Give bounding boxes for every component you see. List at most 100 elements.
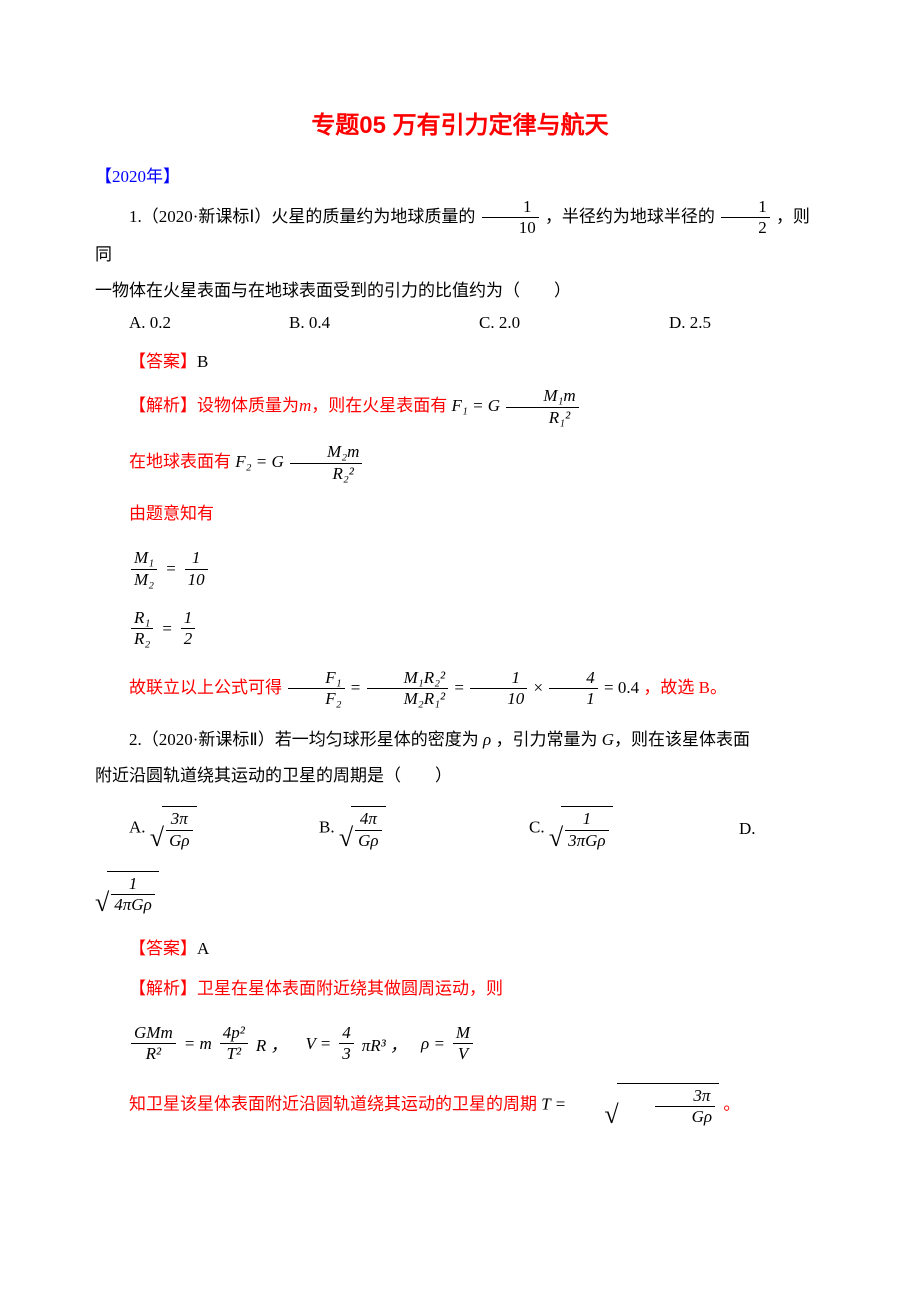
- frac-num: M: [453, 1023, 473, 1044]
- eq-result: = 0.4: [604, 678, 643, 697]
- q2-opt-d-wrap: √ 1 4πGρ: [95, 871, 825, 916]
- q2-stem-line2: 附近沿圆轨道绕其运动的卫星的周期是（ ）: [95, 760, 825, 792]
- q1-stem-a: 1.（2020·新课标Ⅰ）火星的质量约为地球质量的: [129, 207, 475, 226]
- combine-b: ，故选 B。: [643, 678, 727, 697]
- frac-den: 1: [549, 689, 598, 709]
- frac-den: 3: [339, 1044, 354, 1064]
- frac-den: F₂: [288, 689, 344, 709]
- V-frac: 4 3: [339, 1023, 354, 1065]
- explain-label: 【解析】: [129, 396, 197, 415]
- frac-num: 1: [111, 874, 154, 895]
- frac-den: Gρ: [655, 1107, 715, 1127]
- comb-v2: 4 1: [549, 668, 598, 710]
- q1-stem-b: ，半径约为地球半径的: [545, 207, 715, 226]
- frac-num: 1: [470, 668, 527, 689]
- frac-den: M₂: [131, 570, 157, 590]
- q1-answer: 【答案】B: [95, 347, 825, 372]
- q2-opt-d: D.: [739, 819, 756, 839]
- q1-opt-a: A. 0.2: [95, 313, 255, 333]
- q1-combine: 故联立以上公式可得 F₁ F₂ = M₁R₂² M₂R₁² = 1 10 × 4…: [95, 668, 825, 710]
- sqrt: √ 4π Gρ: [339, 806, 386, 851]
- opt-label: B.: [319, 817, 339, 836]
- q1-opt-c: C. 2.0: [445, 313, 635, 333]
- answer-label: 【答案】: [129, 352, 197, 371]
- g-var: G: [602, 730, 614, 749]
- q2-opt-a: A. √ 3π Gρ: [129, 806, 319, 851]
- q1-m-ratio: M₁ M₂ = 1 10: [129, 548, 825, 590]
- frac-den: 4πGρ: [111, 895, 154, 915]
- frac-num: M₁m: [506, 386, 578, 407]
- frac-num: GMm: [131, 1023, 176, 1044]
- q1-expl-text1b: ，则在火星表面有: [311, 396, 447, 415]
- comb-f: F₁ F₂: [288, 668, 344, 710]
- r-ratio-frac: R₁ R₂: [131, 608, 153, 650]
- answer-letter: A: [197, 939, 209, 958]
- sqrt-sign-icon: √: [570, 1102, 618, 1128]
- frac-den: 10: [482, 218, 539, 238]
- T-eq: T =: [541, 1094, 566, 1113]
- frac-num: R₁: [131, 608, 153, 629]
- q2-opt-c: C. √ 1 3πGρ: [529, 806, 739, 851]
- q2-equation: GMm R² = m 4p² T² R ， V = 4 3 πR³ ， ρ = …: [129, 1023, 825, 1065]
- frac-den: 2: [721, 218, 770, 238]
- q2-explain-text: 卫星在星体表面附近绕其做圆周运动，则: [197, 979, 503, 998]
- frac-den: 2: [181, 629, 196, 649]
- frac-num: 4: [339, 1023, 354, 1044]
- q1-expl-text1: 设物体质量为: [197, 396, 299, 415]
- frac-num: 1: [482, 197, 539, 218]
- m-var: m: [299, 396, 311, 415]
- q1-explain-1: 【解析】设物体质量为m，则在火星表面有 F₁ = G M₁m R₁²: [95, 386, 825, 428]
- times: ×: [533, 678, 543, 697]
- q1-stem-line2: 一物体在火星表面与在地球表面受到的引力的比值约为（ ）: [95, 275, 825, 307]
- eq-rhs: 4p² T²: [220, 1023, 248, 1065]
- frac-den: R₁²: [506, 408, 578, 428]
- q1-given: 由题意知有: [95, 498, 825, 530]
- eq-R: R ，: [256, 1031, 288, 1056]
- eq1-frac: M₁m R₁²: [506, 386, 578, 428]
- frac-num: M₁: [131, 548, 157, 569]
- q1-earth-line: 在地球表面有 F₂ = G M₂m R₂²: [95, 442, 825, 484]
- frac-den: Gρ: [166, 831, 192, 851]
- frac-den: 3πGρ: [565, 831, 608, 851]
- q1-r-ratio: R₁ R₂ = 1 2: [129, 608, 825, 650]
- frac-den: R₂²: [290, 464, 362, 484]
- eq2-frac: M₂m R₂²: [290, 442, 362, 484]
- page-title: 专题05 万有引力定律与航天: [95, 105, 825, 140]
- q2-explain: 【解析】卫星在星体表面附近绕其做圆周运动，则: [95, 973, 825, 1005]
- V-eq: V =: [305, 1034, 331, 1054]
- eq-mid: = m: [184, 1034, 212, 1054]
- eq: =: [351, 678, 361, 697]
- q2-stem-a: 2.（2020·新课标Ⅱ）若一均匀球形星体的密度为: [129, 730, 483, 749]
- sqrt: √ 1 4πGρ: [95, 871, 159, 916]
- frac-den: 10: [470, 689, 527, 709]
- comb-v1: 1 10: [470, 668, 527, 710]
- eq: =: [454, 678, 464, 697]
- q2-answer: 【答案】A: [95, 934, 825, 959]
- rho: ρ: [483, 730, 491, 749]
- q1-options: A. 0.2 B. 0.4 C. 2.0 D. 2.5: [95, 313, 825, 333]
- q1-stem: 1.（2020·新课标Ⅰ）火星的质量约为地球质量的 1 10 ，半径约为地球半径…: [95, 197, 825, 271]
- frac-num: 1: [181, 608, 196, 629]
- q2-opt-b: B. √ 4π Gρ: [319, 806, 529, 851]
- frac-num: 1: [721, 197, 770, 218]
- frac-den: Gρ: [355, 831, 381, 851]
- comb-mr: M₁R₂² M₂R₁²: [367, 668, 448, 710]
- opt-label: A.: [129, 817, 150, 836]
- q2-stem: 2.（2020·新课标Ⅱ）若一均匀球形星体的密度为 ρ ，引力常量为 G，则在该…: [95, 724, 825, 756]
- frac-num: 3π: [166, 809, 192, 830]
- frac-den: R₂: [131, 629, 153, 649]
- sqrt: √ 3π Gρ: [150, 806, 197, 851]
- frac-den: V: [453, 1044, 473, 1064]
- rho-frac: M V: [453, 1023, 473, 1065]
- year-tag: 【2020年】: [95, 162, 825, 187]
- q2-options: A. √ 3π Gρ B. √ 4π Gρ: [95, 806, 825, 916]
- combine-a: 故联立以上公式可得: [129, 678, 282, 697]
- frac-num: M₁R₂²: [367, 668, 448, 689]
- eq-sign: =: [161, 619, 172, 639]
- frac-num: 1: [565, 809, 608, 830]
- opt-label: C.: [529, 817, 549, 836]
- frac-num: F₁: [288, 668, 344, 689]
- frac-num: 4p²: [220, 1023, 248, 1044]
- eq2-lhs: F₂ = G: [235, 452, 284, 471]
- eq1-lhs: F₁ = G: [452, 396, 501, 415]
